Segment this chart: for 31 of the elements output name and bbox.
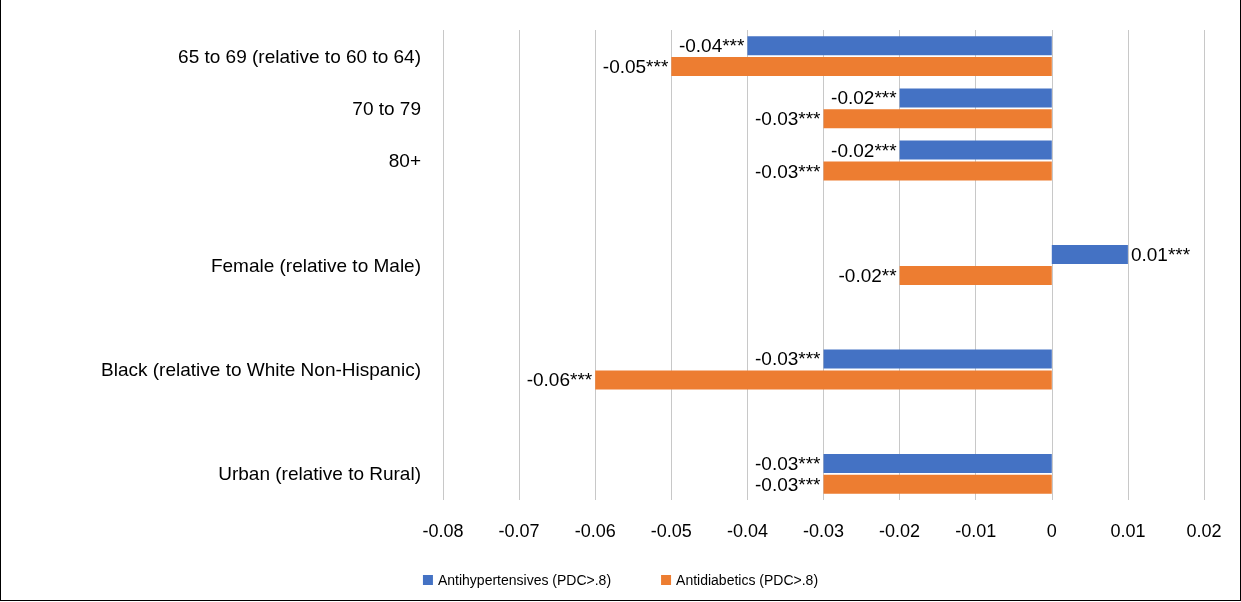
data-label: -0.03*** (755, 452, 822, 474)
data-label: 0.01*** (1130, 244, 1191, 266)
y-tick-label: Urban (relative to Rural) (218, 463, 421, 485)
x-tick-label: -0.06 (574, 521, 616, 541)
data-label: -0.03*** (755, 160, 822, 182)
data-label: -0.02** (838, 264, 898, 286)
y-tick-label: 80+ (388, 150, 421, 172)
x-tick-label: -0.08 (422, 521, 464, 541)
x-tick-label: 0.01 (1110, 521, 1146, 541)
x-tick-label: -0.07 (498, 521, 540, 541)
x-tick-label: -0.02 (879, 521, 921, 541)
y-tick-label: Black (relative to White Non-Hispanic) (101, 358, 421, 380)
data-label: -0.03*** (755, 473, 822, 495)
data-label: -0.03*** (755, 348, 822, 370)
data-label: -0.02*** (831, 139, 898, 161)
data-label: -0.04*** (678, 35, 745, 57)
x-tick-label: -0.05 (650, 521, 692, 541)
x-tick-label: -0.03 (802, 521, 845, 541)
x-tick-label: 0 (1046, 521, 1057, 541)
data-label: -0.02*** (831, 87, 898, 109)
legend-label: Antihypertensives (PDC>.8) (437, 572, 612, 588)
data-label: -0.06*** (526, 369, 593, 391)
legend-label: Antidiabetics (PDC>.8) (676, 572, 819, 588)
data-label: -0.03*** (755, 108, 822, 130)
x-tick-label: -0.04 (726, 521, 768, 541)
x-tick-label: -0.01 (955, 521, 997, 541)
y-tick-label: 70 to 79 (352, 97, 421, 119)
data-label: -0.05*** (602, 56, 669, 78)
y-tick-label: 65 to 69 (relative to 60 to 64) (178, 45, 421, 67)
y-tick-label: Female (relative to Male) (210, 254, 421, 276)
x-tick-label: 0.02 (1186, 521, 1222, 541)
